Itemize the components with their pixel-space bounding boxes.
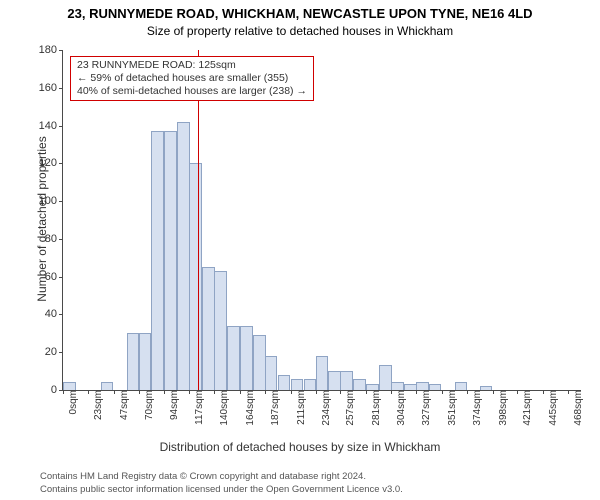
x-tick-mark [416, 390, 417, 394]
x-tick-label: 164sqm [243, 390, 256, 426]
histogram-bar [202, 267, 215, 390]
annotation-line-2: ← 59% of detached houses are smaller (35… [77, 72, 307, 85]
histogram-bar [291, 379, 304, 390]
histogram-bar [63, 382, 76, 390]
x-tick-label: 234sqm [319, 390, 332, 426]
x-tick-label: 187sqm [268, 390, 281, 426]
histogram-bar [189, 163, 202, 390]
x-tick-label: 327sqm [419, 390, 432, 426]
y-axis-label: Number of detached properties [35, 119, 49, 319]
x-tick-mark [316, 390, 317, 394]
histogram-bar [101, 382, 114, 390]
annotation-line-3: 40% of semi-detached houses are larger (… [77, 85, 307, 98]
x-tick-mark [517, 390, 518, 394]
x-tick-mark [493, 390, 494, 394]
histogram-bar [340, 371, 353, 390]
x-tick-mark [189, 390, 190, 394]
histogram-bar [404, 384, 417, 390]
x-tick-label: 398sqm [496, 390, 509, 426]
histogram-bar [127, 333, 140, 390]
histogram-bar [278, 375, 291, 390]
x-tick-mark [164, 390, 165, 394]
annotation-line-1: 23 RUNNYMEDE ROAD: 125sqm [77, 59, 307, 72]
x-tick-mark [568, 390, 569, 394]
x-tick-label: 47sqm [117, 390, 130, 420]
y-tick-mark [59, 126, 63, 127]
x-tick-mark [366, 390, 367, 394]
y-tick-mark [59, 239, 63, 240]
x-tick-mark [139, 390, 140, 394]
histogram-bar [379, 365, 392, 390]
x-tick-label: 281sqm [369, 390, 382, 426]
y-tick-mark [59, 201, 63, 202]
x-tick-label: 117sqm [192, 390, 205, 425]
x-tick-mark [291, 390, 292, 394]
histogram-bar [429, 384, 442, 390]
y-tick-mark [59, 277, 63, 278]
x-tick-label: 257sqm [343, 390, 356, 426]
x-tick-label: 445sqm [546, 390, 559, 426]
x-axis-label: Distribution of detached houses by size … [0, 440, 600, 454]
x-tick-label: 23sqm [91, 390, 104, 420]
histogram-bar [253, 335, 266, 390]
x-tick-label: 304sqm [394, 390, 407, 426]
footer-line-2: Contains public sector information licen… [40, 484, 403, 496]
x-tick-label: 94sqm [167, 390, 180, 420]
histogram-bar [480, 386, 493, 390]
histogram-bar [328, 371, 341, 390]
x-tick-mark [214, 390, 215, 394]
histogram-bar [214, 271, 227, 390]
footer-line-1: Contains HM Land Registry data © Crown c… [40, 471, 403, 483]
histogram-bar [366, 384, 379, 390]
x-tick-label: 351sqm [445, 390, 458, 426]
x-tick-mark [340, 390, 341, 394]
annotation-box: 23 RUNNYMEDE ROAD: 125sqm ← 59% of detac… [70, 56, 314, 101]
histogram-bar [240, 326, 253, 390]
x-tick-mark [467, 390, 468, 394]
histogram-bar [177, 122, 190, 390]
x-tick-mark [63, 390, 64, 394]
histogram-bar [416, 382, 429, 390]
footer-attribution: Contains HM Land Registry data © Crown c… [40, 471, 403, 496]
x-tick-mark [265, 390, 266, 394]
histogram-bar [151, 131, 164, 390]
x-tick-mark [391, 390, 392, 394]
histogram-bar [353, 379, 366, 390]
x-tick-mark [88, 390, 89, 394]
x-tick-mark [442, 390, 443, 394]
y-tick-mark [59, 88, 63, 89]
page-subtitle: Size of property relative to detached ho… [0, 22, 600, 38]
histogram-bar [304, 379, 317, 390]
y-tick-mark [59, 163, 63, 164]
histogram-bar [316, 356, 329, 390]
y-tick-mark [59, 352, 63, 353]
page-title: 23, RUNNYMEDE ROAD, WHICKHAM, NEWCASTLE … [0, 0, 600, 22]
x-tick-mark [543, 390, 544, 394]
x-tick-label: 140sqm [217, 390, 230, 426]
histogram-bar [455, 382, 468, 390]
histogram-bar [164, 131, 177, 390]
histogram-bar [139, 333, 152, 390]
x-tick-label: 0sqm [66, 390, 79, 414]
y-tick-mark [59, 50, 63, 51]
x-tick-label: 211sqm [294, 390, 307, 425]
y-tick-mark [59, 314, 63, 315]
x-tick-label: 421sqm [520, 390, 533, 426]
histogram-bar [391, 382, 404, 390]
x-tick-mark [240, 390, 241, 394]
histogram-bar [227, 326, 240, 390]
histogram-bar [265, 356, 278, 390]
x-tick-label: 374sqm [470, 390, 483, 426]
x-tick-label: 468sqm [571, 390, 584, 426]
x-tick-mark [114, 390, 115, 394]
x-tick-label: 70sqm [142, 390, 155, 420]
